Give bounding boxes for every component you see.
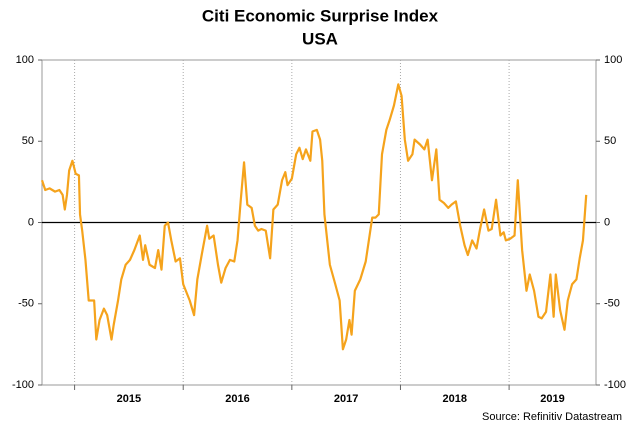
- y2-tick-label: 100: [604, 54, 622, 66]
- y-tick-label: 100: [16, 54, 34, 66]
- y2-tick-label: 50: [604, 135, 616, 147]
- series-line: [40, 83, 588, 351]
- x-tick-label: 2016: [225, 393, 249, 405]
- chart-title: Citi Economic Surprise Index: [202, 6, 439, 25]
- x-tick-label: 2017: [334, 393, 358, 405]
- y2-tick-label: -50: [604, 298, 620, 310]
- y-tick-label: -100: [12, 379, 34, 391]
- y-tick-label: -50: [18, 298, 34, 310]
- x-tick-label: 2015: [117, 393, 141, 405]
- x-tick-label: 2018: [443, 393, 467, 405]
- chart-subtitle: USA: [302, 29, 338, 48]
- y-tick-label: 0: [28, 216, 34, 228]
- source-note: Source: Refinitiv Datastream: [482, 411, 622, 423]
- y-tick-label: 50: [22, 135, 34, 147]
- y2-tick-label: -100: [604, 379, 626, 391]
- y2-tick-label: 0: [604, 216, 610, 228]
- x-tick-label: 2019: [540, 393, 564, 405]
